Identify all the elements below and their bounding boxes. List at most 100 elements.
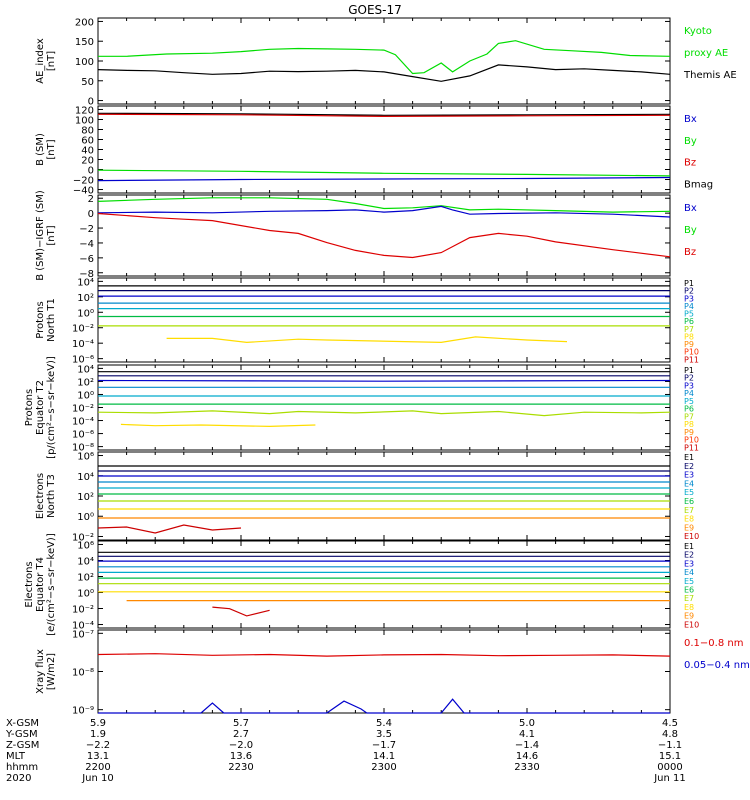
legend-entry: P10	[684, 436, 699, 445]
legend-entry: E1	[684, 453, 694, 462]
y-tick-label: 10⁰	[77, 589, 94, 600]
y-axis-label: [p/(cm²−s−sr−keV)]	[46, 356, 57, 459]
y-tick-label: 10⁻²	[72, 324, 94, 335]
y-axis-label: Protons	[24, 389, 35, 426]
y-tick-label: 0	[88, 209, 94, 220]
legend-entry: P7	[684, 412, 694, 421]
legend-entry: P2	[684, 287, 694, 296]
x-axis-value: 2330	[514, 762, 539, 773]
x-axis-row-label: 2020	[6, 773, 31, 784]
legend-entry: 0.1−0.8 nm	[684, 638, 743, 649]
x-axis-value: 1.9	[90, 729, 106, 740]
y-tick-label: 10⁰	[77, 390, 94, 401]
legend-entry: P11	[684, 355, 699, 364]
panel-electrons_t4: 10⁶ 10⁴ 10² 10⁰ 10⁻² 10⁻⁴ Electrons Equator T4[…	[24, 533, 699, 636]
y-tick-label: 0	[88, 97, 94, 108]
x-axis-value: −2.0	[229, 740, 253, 751]
y-axis-label: Electrons	[24, 561, 35, 607]
legend-entry: P9	[684, 340, 694, 349]
series-line-e10	[212, 606, 270, 617]
x-axis-value: 2230	[228, 762, 253, 773]
y-tick-label: 10⁻⁴	[72, 339, 94, 350]
series-line-kyoto-proxy-ae	[98, 40, 671, 75]
panel-frame	[97, 540, 671, 629]
x-axis-value: 14.6	[516, 751, 538, 762]
x-axis-value: 15.1	[659, 751, 681, 762]
legend-entry: P1	[684, 279, 694, 288]
y-axis-label: Xray flux	[35, 649, 46, 694]
x-axis-row-label: MLT	[6, 751, 26, 762]
y-tick-label: 10⁻⁸	[72, 668, 94, 679]
panel-frame	[97, 451, 671, 541]
legend-entry: Bz	[684, 158, 696, 169]
y-tick-label: 10⁻²	[72, 605, 94, 616]
legend-entry: P2	[684, 374, 694, 383]
y-axis-label: [W/m2]	[46, 653, 57, 690]
legend-entry: E6	[684, 586, 694, 595]
series-line-bx	[97, 205, 671, 218]
legend-entry: Bx	[684, 203, 697, 214]
series-line-0-1-0-8-nm	[97, 653, 671, 657]
x-axis-value: −1.7	[372, 740, 396, 751]
x-axis-value: 0000	[657, 762, 682, 773]
y-axis-label: [e/(cm²−s−sr−keV)]	[46, 533, 57, 636]
panel-ae: 200 150 100 50 0 AE_index [nT] Kyoto proxy AE The…	[35, 17, 737, 107]
legend-entry: E7	[684, 594, 694, 603]
x-axis-value: 2300	[371, 762, 396, 773]
x-axis-value: 4.8	[662, 729, 678, 740]
legend-entry: P6	[684, 405, 694, 414]
legend-entry: P10	[684, 348, 699, 357]
y-tick-label: −20	[73, 176, 94, 187]
x-axis-value: Jun 11	[653, 773, 686, 784]
y-tick-label: 10⁻⁴	[72, 621, 94, 632]
x-axis-value: 4.5	[662, 718, 678, 729]
y-tick-label: 10⁻⁷	[72, 629, 94, 640]
legend-entry: E8	[684, 515, 694, 524]
legend-entry: E4	[684, 568, 694, 577]
y-tick-label: 60	[81, 135, 94, 146]
x-axis-value: 3.5	[376, 729, 392, 740]
y-tick-label: 80	[81, 125, 94, 136]
x-axis-value: 13.6	[230, 751, 252, 762]
y-tick-label: 10⁻⁶	[72, 355, 94, 366]
legend-entry: E5	[684, 488, 694, 497]
legend-entry: E3	[684, 559, 694, 568]
x-axis-value: −1.1	[658, 740, 682, 751]
y-tick-label: 0	[88, 166, 94, 177]
panel-xray: 10⁻⁷ 10⁻⁸ 10⁻⁹ Xray flux [W/m2] 0.1−0.8 nm 0.0…	[35, 629, 750, 716]
x-axis-value: 5.0	[519, 718, 535, 729]
legend-entry: P5	[684, 397, 694, 406]
legend-entry: P4	[684, 389, 694, 398]
y-tick-label: 10⁰	[77, 512, 94, 523]
panel-frame	[97, 17, 671, 105]
y-tick-label: 10⁻⁹	[72, 706, 94, 717]
y-tick-label: −6	[79, 254, 94, 265]
series-line-bx	[97, 176, 671, 182]
y-tick-label: 150	[75, 37, 94, 48]
y-tick-label: 10⁰	[77, 308, 94, 319]
x-axis-value: 14.1	[373, 751, 395, 762]
legend-entry: P5	[684, 310, 694, 319]
y-tick-label: −40	[73, 186, 94, 197]
y-axis-label: Electrons	[35, 473, 46, 519]
legend-entry: E5	[684, 577, 694, 586]
legend-entry: By	[684, 136, 697, 147]
series-line-themis-ae	[97, 64, 671, 82]
legend-entry: proxy AE	[684, 48, 728, 59]
panel-frame	[97, 629, 671, 714]
series-line-bz	[97, 212, 671, 259]
y-axis-label: North T1	[46, 298, 57, 342]
series-line-bmag	[97, 112, 671, 116]
legend-entry: P4	[684, 302, 694, 311]
y-axis-label: Equator T4	[35, 557, 46, 612]
x-axis-value: −2.2	[86, 740, 110, 751]
y-tick-label: −8	[79, 269, 94, 280]
series-line-p3	[97, 379, 671, 382]
legend-entry: Bx	[684, 114, 697, 125]
legend-entry: Bz	[684, 247, 696, 258]
x-axis-value: Jun 10	[81, 773, 114, 784]
series-line-by	[97, 197, 671, 213]
x-axis-value: 2200	[85, 762, 110, 773]
y-tick-label: 20	[81, 156, 94, 167]
